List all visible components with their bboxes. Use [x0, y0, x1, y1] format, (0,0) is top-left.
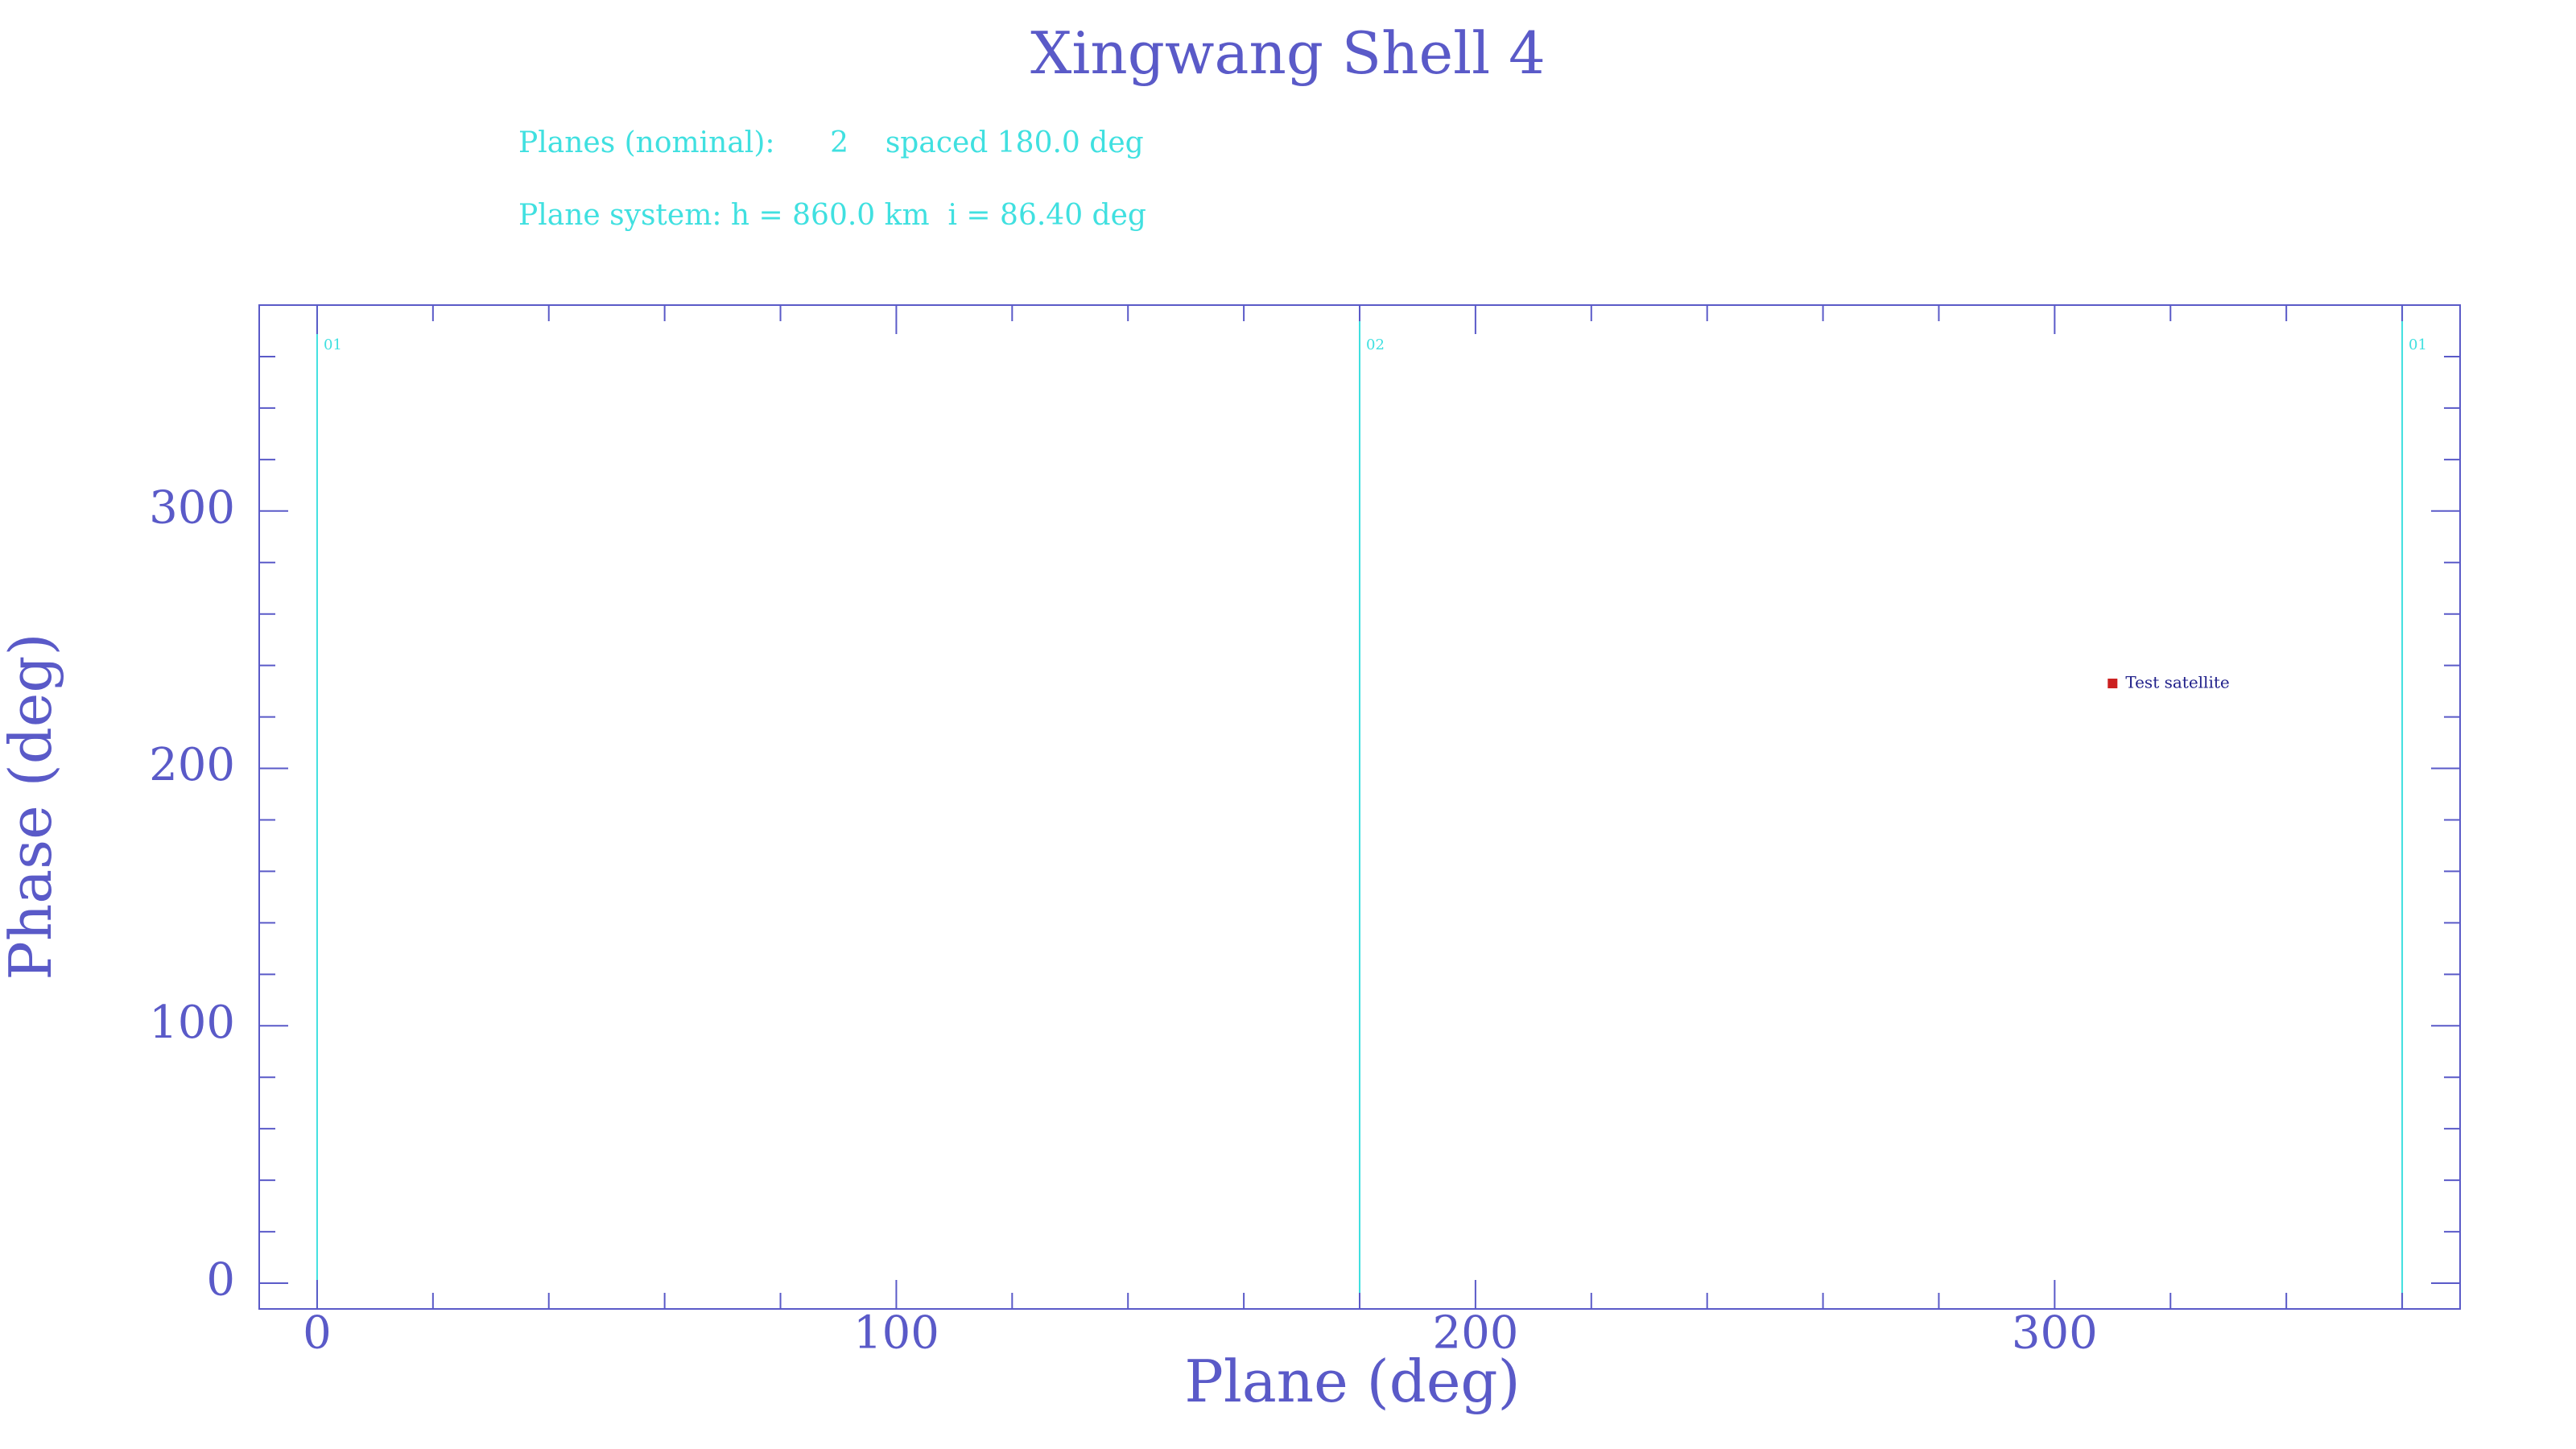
x-axis-label: Plane (deg) — [1184, 1348, 1520, 1415]
chart-title: Xingwang Shell 4 — [1030, 19, 1546, 87]
y-tick-label: 100 — [149, 997, 235, 1049]
y-axis-label: Phase (deg) — [0, 633, 64, 980]
plane-label: 01 — [324, 336, 342, 353]
plane-label: 01 — [2409, 336, 2427, 353]
x-tick-label: 0 — [303, 1307, 332, 1360]
plane-label: 02 — [1366, 336, 1385, 353]
satellite-marker — [2107, 679, 2118, 689]
x-tick-label: 300 — [2012, 1307, 2098, 1360]
annotation: Planes (nominal): 2 spaced 180.0 deg — [518, 126, 1144, 159]
y-tick-label: 200 — [149, 739, 235, 791]
annotation: Plane system: h = 860.0 km i = 86.40 deg — [518, 199, 1146, 232]
y-tick-label: 300 — [149, 481, 235, 534]
satellite-label: Test satellite — [2125, 673, 2229, 692]
y-tick-label: 0 — [206, 1254, 235, 1307]
x-tick-label: 100 — [853, 1307, 939, 1360]
x-tick-label: 200 — [1432, 1307, 1518, 1360]
